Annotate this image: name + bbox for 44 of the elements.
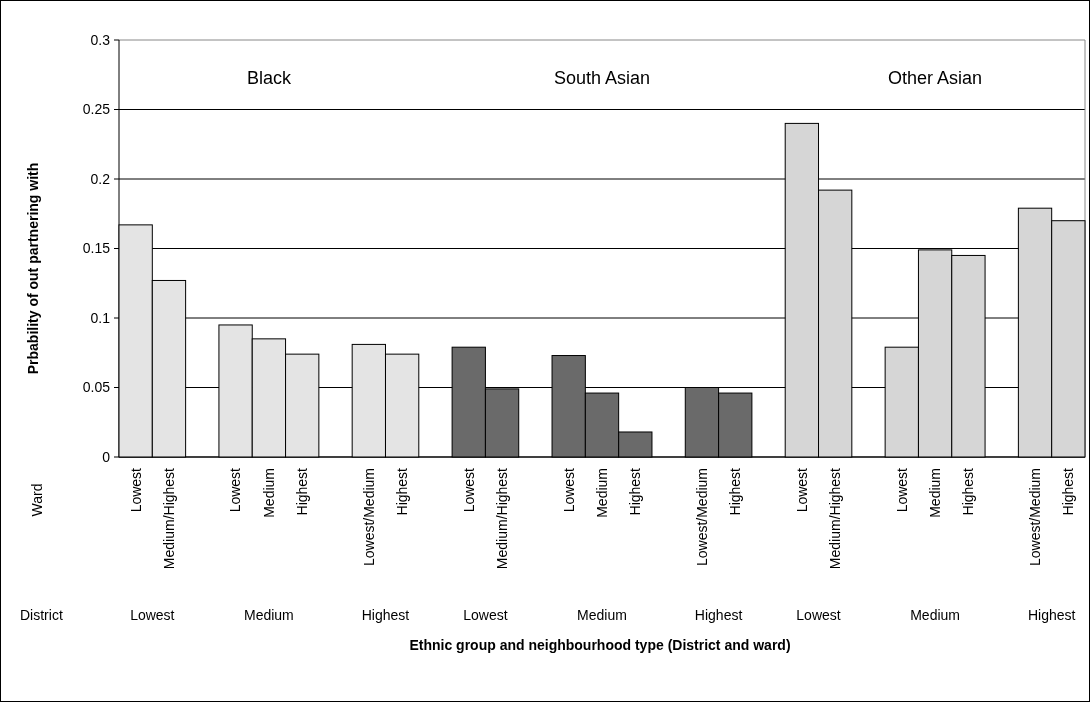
- text: Lowest: [796, 607, 841, 623]
- x-tick-label: Lowest: [227, 467, 244, 513]
- annotation: Black: [246, 68, 292, 88]
- x-tick-label: Lowest: [893, 467, 910, 513]
- y-tick-label: 0: [102, 448, 111, 465]
- x-tick-label: Lowest: [460, 467, 477, 513]
- y-axis-title: Prbability of out partnering with: [25, 162, 41, 375]
- x-tick-label: Lowest: [560, 467, 577, 513]
- x-axis-title: Ethnic group and neighbourhood type (District and ward): [409, 637, 791, 653]
- x-tick-label: Lowest: [793, 467, 810, 513]
- text: District: [20, 607, 63, 623]
- x-tick-label: Highest: [727, 467, 744, 516]
- annotation: Other Asian: [888, 68, 983, 88]
- x-tick-label: Lowest/Medium: [1026, 468, 1043, 567]
- text: Medium: [910, 607, 960, 623]
- y-tick-label: 0.2: [90, 170, 111, 187]
- x-tick-label: Lowest: [127, 467, 144, 513]
- annotation: South Asian: [553, 68, 651, 88]
- text: Lowest: [130, 607, 175, 623]
- y-tick-label: 0.05: [82, 379, 111, 396]
- y-tick-label: 0.1: [90, 309, 111, 326]
- text: Lowest: [463, 607, 508, 623]
- x-tick-label: Lowest/Medium: [693, 468, 710, 567]
- text: Medium: [577, 607, 627, 623]
- x-tick-label: Highest: [394, 467, 411, 516]
- text: Highest: [1027, 607, 1076, 623]
- x-tick-label: Medium: [593, 468, 610, 518]
- text: Ward: [28, 483, 45, 517]
- y-tick-label: 0.15: [82, 240, 111, 257]
- x-tick-label: Highest: [627, 467, 644, 516]
- text: Highest: [694, 607, 743, 623]
- text: Medium: [244, 607, 294, 623]
- x-tick-label: Medium/Highest: [827, 467, 844, 570]
- x-tick-label: Medium: [927, 468, 943, 518]
- x-tick-label: Medium/Highest: [493, 467, 510, 570]
- text: Highest: [361, 607, 410, 623]
- x-tick-label: Lowest/Medium: [360, 468, 377, 567]
- y-tick-label: 0.3: [90, 31, 111, 48]
- x-tick-label: Medium/Highest: [160, 467, 177, 570]
- x-tick-label: Highest: [294, 467, 311, 516]
- x-tick-label: Highest: [960, 467, 977, 516]
- y-tick-label: 0.25: [82, 101, 111, 118]
- x-tick-label: Highest: [1060, 467, 1077, 516]
- x-tick-label: Medium: [260, 468, 277, 518]
